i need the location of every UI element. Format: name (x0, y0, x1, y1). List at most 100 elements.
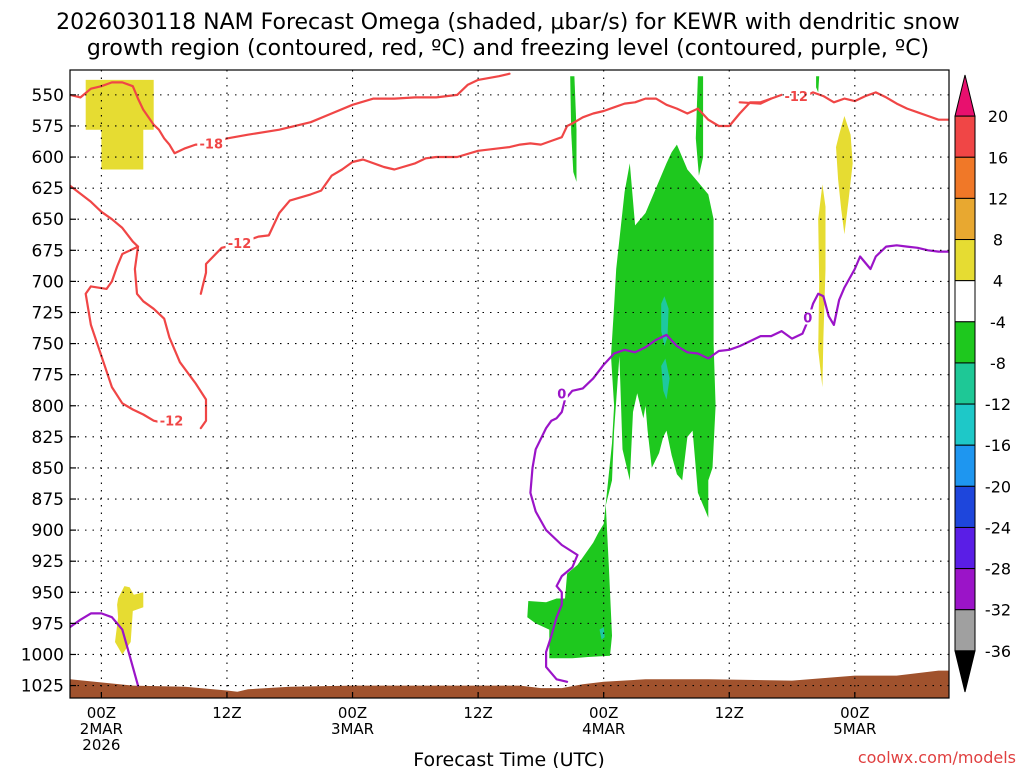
y-tick-label-0: 550 (32, 86, 64, 106)
colorbar-label-12: -32 (985, 601, 1011, 620)
x-axis-label: Forecast Time (UTC) (413, 749, 604, 768)
grid (70, 70, 949, 698)
x-tick-label-1-0: 12Z (212, 704, 241, 722)
axes: 550 575 600 625 650 675 700 725 750 775 800 825 850 8… (21, 86, 877, 754)
colorbar-label-4: 4 (993, 272, 1003, 291)
contour-line-3 (133, 245, 208, 430)
colorbar-label-7: -12 (985, 395, 1011, 414)
contour-label-4: 0 (557, 387, 566, 402)
x-tick-label-2-1: 3MAR (331, 720, 374, 738)
contour-label-bg-0 (197, 135, 226, 151)
omega-region-green-6 (816, 76, 820, 93)
y-tick-label-13: 875 (32, 490, 64, 510)
credit-text: coolwx.com/models (858, 748, 1016, 767)
colorbar-swatch-12 (954, 568, 976, 611)
omega-region-green-5 (695, 76, 704, 176)
colorbar-swatch-2 (954, 156, 976, 199)
colorbar-swatch-4 (954, 239, 976, 282)
colorbar-swatch-7 (954, 362, 976, 405)
x-tick-label-0-0: 00Z (87, 704, 116, 722)
y-tick-label-12: 850 (32, 459, 64, 479)
colorbar-swatch-0 (954, 74, 976, 117)
plot-frame (69, 69, 950, 699)
colorbar-swatch-5 (954, 280, 976, 323)
chart-title-line-2: growth region (contoured, red, ºC) and f… (87, 36, 929, 61)
y-tick-label-9: 775 (32, 366, 64, 386)
y-tick-label-18: 1000 (21, 645, 64, 665)
omega-region-yellow-3 (818, 184, 826, 388)
omega-region-green-4 (570, 76, 577, 182)
x-tick-label-2-0: 00Z (338, 704, 367, 722)
y-tick-label-15: 925 (32, 552, 64, 572)
contour-label-1: -12 (784, 90, 808, 105)
contour-label-bg-2 (225, 234, 254, 250)
y-tick-label-7: 725 (32, 303, 64, 323)
colorbar-label-6: -8 (990, 354, 1006, 373)
plot-area: -18 -12 -12 -12 0 0 (70, 72, 949, 698)
contour-label-3: -12 (160, 415, 184, 430)
y-tick-label-5: 675 (32, 241, 64, 261)
omega-region-yellow-0 (85, 79, 154, 170)
colorbar-label-11: -28 (985, 560, 1011, 579)
x-tick-label-4-1: 4MAR (582, 720, 625, 738)
contour-line-1 (738, 91, 949, 121)
contour-label-5: 0 (803, 311, 812, 326)
contour-label-bg-5 (801, 309, 814, 325)
contour-label-2: -12 (228, 237, 252, 252)
y-tick-label-19: 1025 (21, 677, 64, 697)
y-tick-label-1: 575 (32, 117, 64, 137)
x-tick-label-5-0: 12Z (715, 704, 744, 722)
colorbar-label-3: 8 (993, 231, 1003, 250)
colorbar-label-8: -16 (985, 436, 1011, 455)
contour-label-bg-3 (157, 412, 186, 428)
colorbar-label-13: -36 (985, 642, 1011, 661)
contour-label-0: -18 (200, 137, 224, 152)
chart-title-line-1: 2026030118 NAM Forecast Omega (shaded, µ… (56, 10, 960, 35)
omega-region-yellow-2 (836, 116, 853, 235)
contour-line-5 (70, 612, 140, 687)
omega-region-teal-9 (661, 358, 670, 400)
y-tick-label-17: 975 (32, 614, 64, 634)
contour-line-2 (70, 184, 166, 425)
y-tick-label-8: 750 (32, 335, 64, 355)
x-tick-label-0-1: 2MAR (80, 720, 123, 738)
x-tick-label-3-0: 12Z (463, 704, 492, 722)
colorbar-swatch-13 (954, 609, 976, 652)
colorbar-label-5: -4 (990, 313, 1006, 332)
y-tick-label-14: 900 (32, 521, 64, 541)
colorbar-label-10: -24 (985, 518, 1011, 537)
terrain (70, 670, 949, 698)
omega-region-teal-10 (599, 627, 605, 640)
colorbar-swatch-6 (954, 321, 976, 364)
contour-label-bg-1 (782, 88, 811, 104)
omega-region-teal-8 (661, 296, 669, 347)
colorbar-swatch-14 (954, 650, 976, 693)
y-tick-label-11: 825 (32, 428, 64, 448)
x-tick-label-6-1: 5MAR (833, 720, 876, 738)
y-tick-label-2: 600 (32, 148, 64, 168)
contour-line-4 (199, 97, 773, 295)
colorbar-label-0: 20 (988, 107, 1008, 126)
x-tick-label-6-0: 00Z (840, 704, 869, 722)
colorbar-label-9: -20 (985, 477, 1011, 496)
y-tick-label-16: 950 (32, 583, 64, 603)
colorbar-swatch-8 (954, 403, 976, 446)
colorbar: 20 16 12 8 4 -4 -8 -12 -16 -20 -24 -28 -32 -36 (954, 74, 1011, 693)
colorbar-swatch-11 (954, 526, 976, 570)
contour-line-6 (529, 244, 949, 683)
y-tick-label-4: 650 (32, 210, 64, 230)
y-tick-label-3: 625 (32, 179, 64, 199)
omega-region-yellow-1 (115, 586, 144, 655)
colorbar-swatch-3 (954, 197, 976, 241)
colorbar-label-1: 16 (988, 148, 1008, 167)
x-tick-label-0-2: 2026 (82, 736, 120, 754)
contour-label-bg-4 (555, 385, 568, 401)
omega-region-green-7 (527, 144, 716, 659)
y-tick-label-6: 700 (32, 272, 64, 292)
colorbar-label-2: 12 (988, 189, 1008, 208)
colorbar-swatch-9 (954, 444, 976, 487)
colorbar-swatch-10 (954, 485, 976, 528)
x-tick-label-4-0: 00Z (589, 704, 618, 722)
colorbar-swatch-1 (954, 115, 976, 158)
